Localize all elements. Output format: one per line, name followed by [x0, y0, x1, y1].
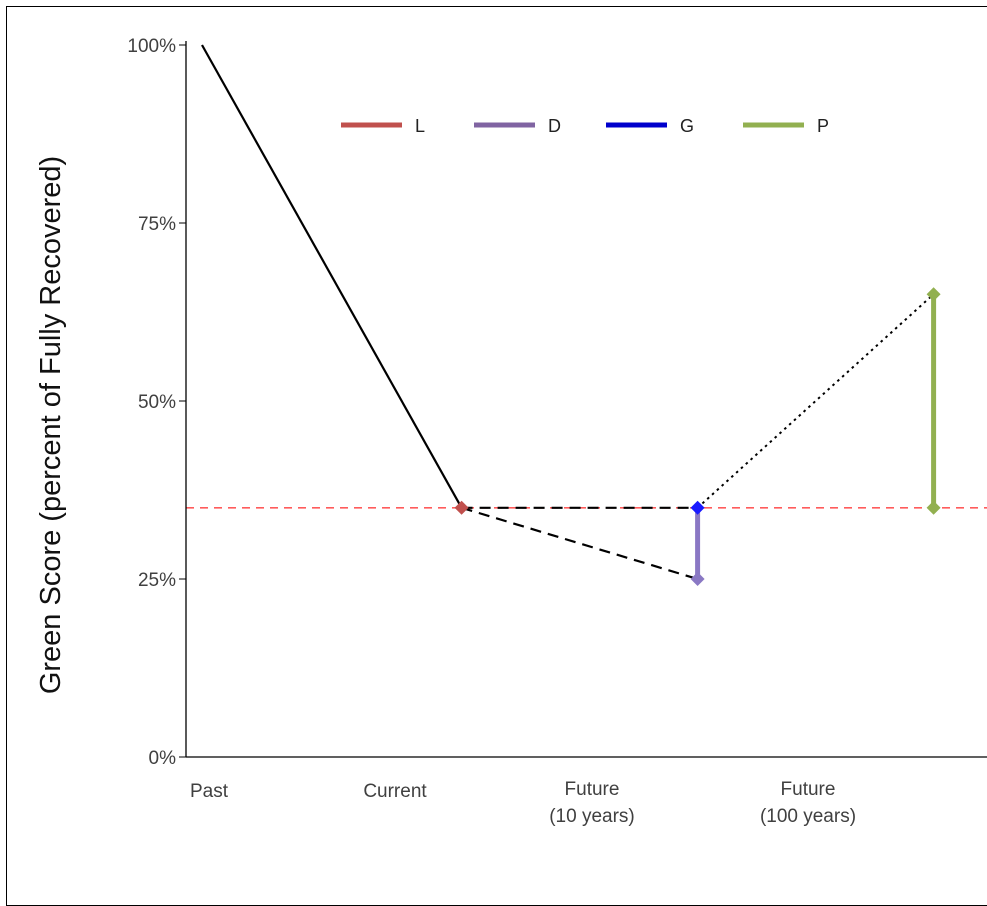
legend-label: D [548, 116, 561, 136]
legend-label: L [415, 116, 425, 136]
y-tick-label: 100% [127, 36, 176, 57]
x-category-label: Past [190, 781, 229, 802]
y-tick-label: 50% [138, 392, 176, 413]
x-category-label: Current [363, 781, 427, 802]
marker-P [926, 287, 941, 302]
trend-segment [461, 506, 698, 581]
y-tick-label: 75% [138, 214, 176, 235]
y-tick-label: 0% [149, 748, 177, 769]
trend-segment [696, 293, 935, 509]
legend-label: P [817, 116, 829, 136]
marker-D [690, 572, 705, 586]
chart: Green Score (percent of Fully Recovered)… [35, 36, 987, 827]
y-tick-label: 25% [138, 570, 176, 591]
legend-label: G [680, 116, 694, 136]
marker-L [454, 500, 469, 515]
y-axis-label: Green Score (percent of Fully Recovered) [35, 156, 67, 694]
marker-G [690, 500, 705, 515]
x-category-label: Future [781, 779, 836, 800]
x-category-label: Future [565, 779, 620, 800]
trend-segment [201, 44, 463, 509]
marker-P [926, 500, 941, 515]
x-category-label: (10 years) [549, 806, 635, 827]
x-category-label: (100 years) [760, 806, 856, 827]
